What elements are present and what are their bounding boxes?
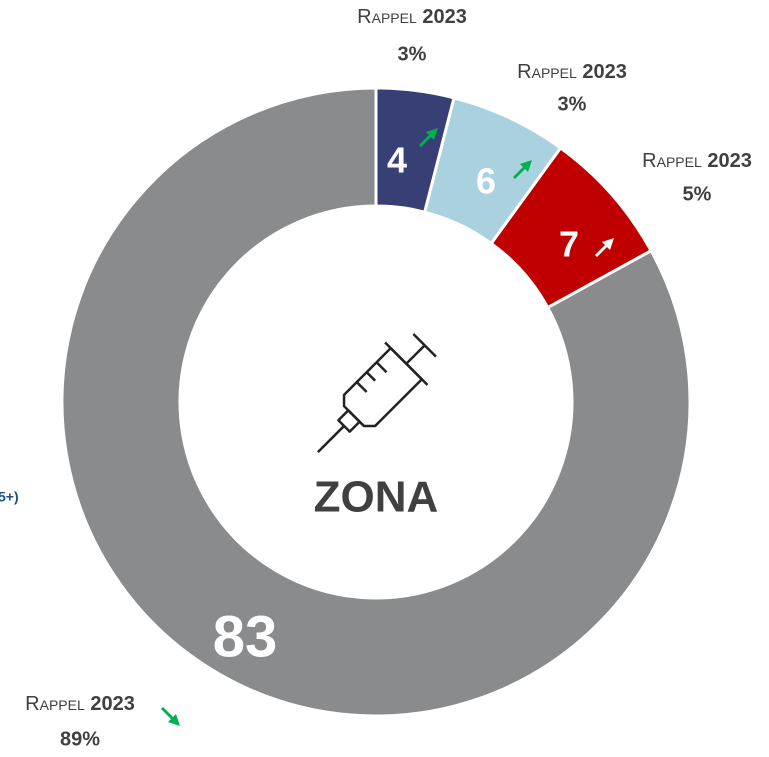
trend-arrow-shape — [419, 128, 438, 147]
comparison-year: 2023 — [582, 61, 627, 83]
comparison-value: 5% — [683, 183, 712, 205]
comparison-prefix: Rappel — [642, 150, 702, 172]
comparison-title: Rappel 2023 — [357, 6, 467, 28]
slice-label: 7 — [559, 224, 579, 265]
comparison-value: 89% — [60, 728, 100, 750]
comparison-year: 2023 — [90, 693, 135, 715]
syringe-icon — [317, 333, 437, 453]
comparison-prefix: Rappel — [25, 693, 85, 715]
center-label: ZONA — [314, 473, 439, 522]
comparison-year: 2023 — [707, 150, 752, 172]
trend-arrow-shape — [595, 238, 614, 257]
slice-label: 83 — [213, 604, 278, 669]
trend-arrow — [513, 160, 532, 179]
trend-arrow — [161, 707, 180, 726]
trend-arrow — [595, 238, 614, 257]
comparison-title: Rappel 2023 — [25, 693, 135, 715]
trend-arrow-shape — [161, 707, 180, 726]
donut-slice — [60, 86, 692, 718]
slices — [60, 86, 692, 718]
comparison-value: 3% — [558, 93, 587, 115]
comparison-title: Rappel 2023 — [517, 61, 627, 83]
comparison-year: 2023 — [422, 6, 467, 28]
slice-label: 6 — [476, 161, 496, 202]
comparison-prefix: Rappel — [517, 61, 577, 83]
trend-arrow — [419, 128, 438, 147]
comparison-title: Rappel 2023 — [642, 150, 752, 172]
comparison-prefix: Rappel — [357, 6, 417, 28]
trend-arrow-shape — [513, 160, 532, 179]
comparison-value: 3% — [398, 43, 427, 65]
slice-label: 4 — [387, 140, 407, 181]
side-note: 5+) — [0, 489, 19, 505]
